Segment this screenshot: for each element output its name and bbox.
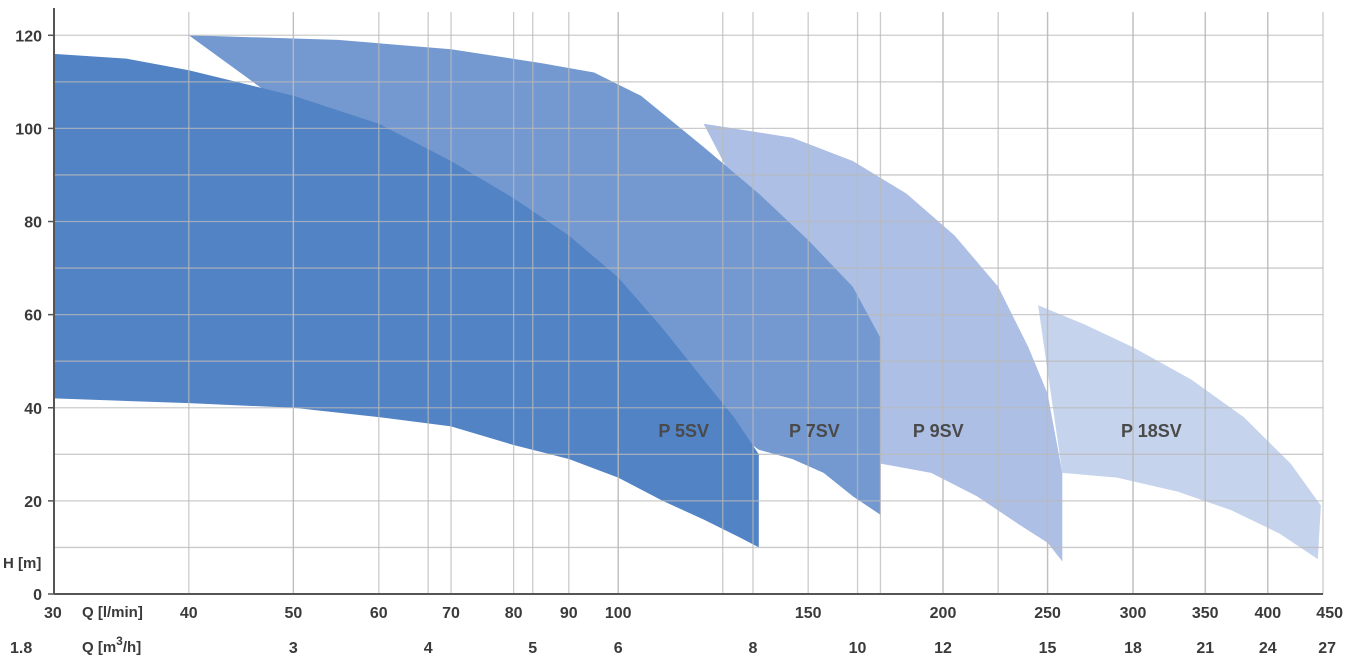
y-tick-label: 60	[24, 308, 42, 325]
series-label: P 18SV	[1121, 421, 1182, 441]
x-tick-label-m3h: 18	[1124, 640, 1142, 657]
x-tick-label-lpm: 30	[44, 605, 62, 622]
x-tick-label-lpm: 200	[930, 605, 957, 622]
x-axis-label-lpm: Q [l/min]	[82, 604, 143, 621]
y-tick-label: 0	[33, 587, 42, 604]
y-axis-label: H [m]	[3, 555, 41, 572]
series-area-p-5sv	[54, 53, 759, 548]
x-tick-label-m3h: 12	[934, 640, 952, 657]
x-tick-label-m3h: 4	[424, 640, 433, 657]
x-tick-label-m3h: 15	[1039, 640, 1057, 657]
x-tick-label-m3h: 1.8	[10, 640, 32, 657]
x-tick-label-lpm: 100	[605, 605, 632, 622]
x-tick-label-lpm: 60	[370, 605, 388, 622]
y-tick-label: 100	[15, 121, 42, 138]
x-tick-label-lpm: 150	[795, 605, 822, 622]
series-label: P 7SV	[789, 421, 840, 441]
x-tick-label-lpm: 400	[1254, 605, 1281, 622]
x-tick-label-lpm: 350	[1192, 605, 1219, 622]
x-axis-label-m3h-main: Q [m	[82, 639, 116, 656]
axes	[48, 8, 1323, 595]
x-tick-label-m3h: 24	[1259, 640, 1277, 657]
x-tick-labels-lpm: 30 40 50 60 70 80 90 100 150 200 250 300 350 400 450	[44, 605, 1343, 622]
x-tick-label-lpm: 90	[560, 605, 578, 622]
x-tick-label-lpm: 450	[1316, 605, 1343, 622]
x-tick-label-lpm: 70	[442, 605, 460, 622]
series-areas	[54, 35, 1321, 562]
x-tick-label-lpm: 300	[1120, 605, 1147, 622]
y-tick-label: 20	[24, 494, 42, 511]
x-tick-label-m3h: 10	[849, 640, 867, 657]
x-tick-label-m3h: 8	[749, 640, 758, 657]
series-label: P 5SV	[658, 421, 709, 441]
y-tick-label: 40	[24, 401, 42, 418]
x-tick-label-lpm: 50	[284, 605, 302, 622]
grid-lines	[54, 12, 1324, 594]
series-area-p-18sv	[1038, 305, 1321, 560]
series-label: P 9SV	[913, 421, 964, 441]
series-labels: P 18SV P 9SV P 7SV P 5SV	[658, 421, 1181, 441]
x-tick-label-m3h: 6	[614, 640, 623, 657]
x-tick-label-m3h: 27	[1318, 640, 1336, 657]
x-axis-label-m3h-sup: 3	[116, 634, 123, 648]
x-axis-label-m3h-end: /h]	[123, 639, 141, 656]
x-axis-label-m3h: Q [m3/h]	[82, 634, 141, 656]
x-tick-label-m3h: 5	[528, 640, 537, 657]
y-tick-label: 80	[24, 215, 42, 232]
x-tick-label-lpm: 80	[505, 605, 523, 622]
x-tick-labels-m3h: 1.8 3 4 5 6 8 10 12 15 18 21 24 27	[10, 640, 1336, 657]
x-tick-label-lpm: 250	[1034, 605, 1061, 622]
y-tick-label: 120	[15, 28, 42, 45]
x-tick-label-m3h: 3	[289, 640, 298, 657]
y-tick-labels: 0 20 40 60 80 100 120	[15, 28, 42, 604]
x-tick-label-m3h: 21	[1196, 640, 1214, 657]
x-tick-label-lpm: 40	[180, 605, 198, 622]
